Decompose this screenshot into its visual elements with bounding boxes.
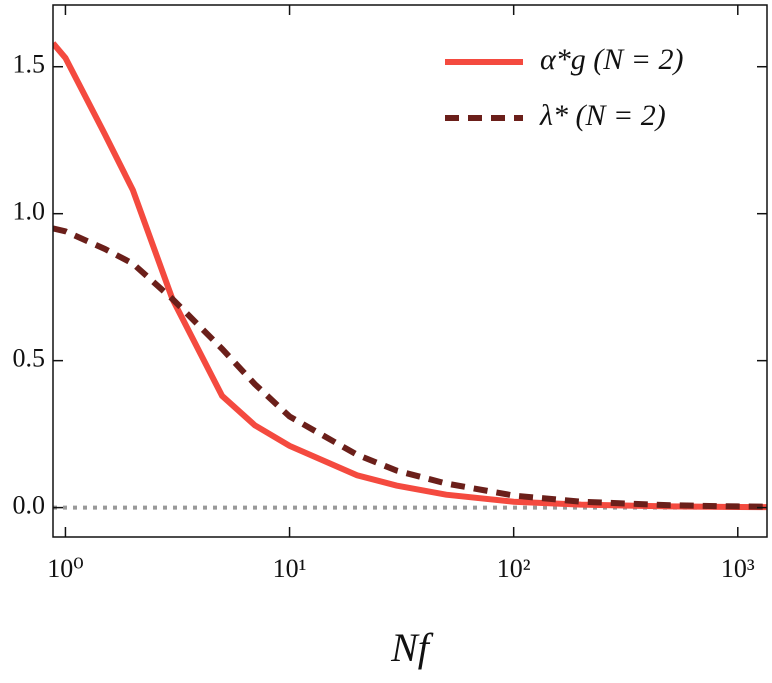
y-tick-label: 0.0 bbox=[13, 491, 46, 520]
y-tick-label: 1.0 bbox=[13, 197, 46, 226]
legend-label: α*g (N = 2) bbox=[540, 43, 683, 76]
legend-label: λ* (N = 2) bbox=[539, 99, 666, 132]
x-tick-label: 10⁰ bbox=[47, 554, 83, 583]
y-tick-label: 0.5 bbox=[13, 344, 46, 373]
series-line bbox=[53, 41, 767, 511]
x-axis-label: Nf bbox=[390, 625, 434, 670]
series-line bbox=[53, 225, 767, 510]
y-tick-label: 1.5 bbox=[13, 50, 46, 79]
plot-frame bbox=[52, 4, 768, 538]
x-tick-label: 10² bbox=[497, 554, 531, 583]
x-tick-label: 10³ bbox=[721, 554, 755, 583]
x-tick-label: 10¹ bbox=[273, 554, 307, 583]
